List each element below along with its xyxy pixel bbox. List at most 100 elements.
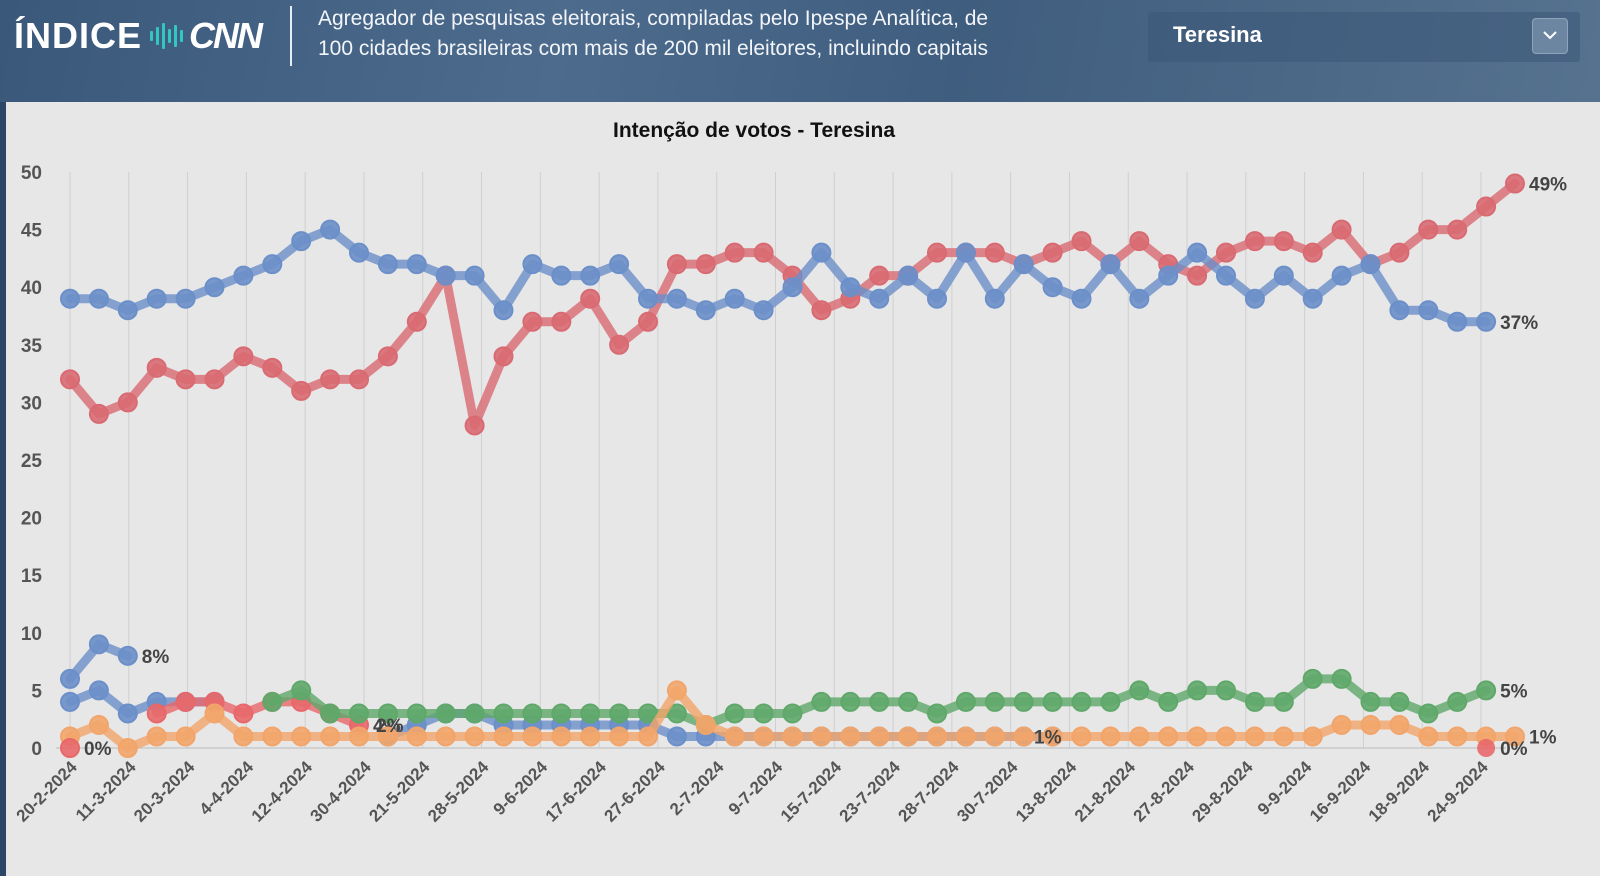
- data-point: [204, 277, 225, 298]
- data-point: [291, 231, 312, 252]
- x-tick-label: 28-7-2024: [894, 757, 963, 826]
- data-point: [60, 369, 80, 390]
- x-tick-label: 20-3-2024: [130, 757, 199, 826]
- data-point: [984, 726, 1005, 747]
- data-point: [1071, 288, 1092, 309]
- y-tick-label: 40: [21, 278, 42, 299]
- data-point: [782, 277, 803, 298]
- data-point: [1071, 726, 1092, 747]
- data-point: [1447, 219, 1468, 240]
- data-point: [1013, 691, 1034, 712]
- data-point: [927, 242, 947, 263]
- logo-cnn-text: CNN: [189, 15, 263, 56]
- data-point: [204, 369, 225, 390]
- data-point: [1042, 691, 1063, 712]
- data-point: [955, 242, 976, 263]
- data-point: [88, 680, 109, 701]
- data-point: [320, 703, 341, 724]
- data-point: [1042, 726, 1063, 747]
- chevron-down-icon[interactable]: [1532, 18, 1568, 54]
- data-point: [1216, 265, 1236, 286]
- x-tick-label: 30-4-2024: [307, 757, 376, 826]
- data-point: [955, 726, 976, 747]
- data-point: [117, 738, 138, 758]
- data-point: [522, 311, 543, 332]
- data-point: [1476, 311, 1497, 332]
- data-point: [262, 691, 283, 712]
- data-point: [811, 300, 832, 321]
- data-point: [60, 288, 80, 309]
- data-point: [695, 300, 716, 321]
- data-point: [638, 726, 658, 747]
- data-point: [1216, 242, 1236, 263]
- data-point: [1187, 680, 1208, 701]
- data-point: [927, 703, 947, 724]
- data-point: [175, 691, 196, 712]
- logo-indice-text: ÍNDICE: [14, 15, 143, 56]
- data-point: [782, 726, 803, 747]
- data-point: [522, 703, 543, 724]
- logo-bars-icon: [150, 21, 184, 51]
- data-point: [898, 265, 919, 286]
- data-point: [666, 726, 687, 747]
- data-point: [233, 703, 254, 724]
- data-point: [1331, 668, 1352, 689]
- data-point: [1389, 714, 1410, 735]
- data-point: [811, 691, 832, 712]
- data-point: [869, 265, 890, 286]
- data-point: [1360, 714, 1381, 735]
- x-tick-label: 2-7-2024: [666, 757, 728, 819]
- x-tick-label: 12-4-2024: [248, 757, 317, 826]
- data-point: [984, 691, 1005, 712]
- series-end-label: 37%: [1500, 313, 1538, 334]
- data-point: [1100, 726, 1121, 747]
- data-point: [435, 726, 456, 747]
- y-tick-label: 15: [21, 566, 43, 587]
- subtitle-line-1: Agregador de pesquisas eleitorais, compi…: [318, 7, 989, 30]
- data-point: [406, 726, 427, 747]
- data-point: [580, 703, 601, 724]
- city-select-value: Teresina: [1173, 22, 1262, 47]
- data-point: [840, 726, 861, 747]
- data-point: [1158, 265, 1179, 286]
- data-point: [1331, 219, 1352, 240]
- data-point: [493, 703, 514, 724]
- series-8: 0%: [60, 738, 112, 760]
- data-point: [464, 703, 485, 724]
- data-point: [117, 645, 138, 666]
- data-point: [1418, 219, 1439, 240]
- data-point: [435, 265, 456, 286]
- data-point: [1447, 691, 1468, 712]
- data-point: [869, 288, 890, 309]
- data-point: [1418, 300, 1439, 321]
- data-point: [638, 311, 658, 332]
- data-point: [291, 680, 312, 701]
- data-point: [377, 726, 398, 747]
- data-point: [1216, 726, 1236, 747]
- data-point: [262, 357, 283, 378]
- data-point: [753, 300, 774, 321]
- series-2: 8%: [60, 634, 169, 689]
- city-select[interactable]: Teresina: [1148, 12, 1580, 62]
- data-point: [1477, 739, 1496, 757]
- data-point: [320, 726, 341, 747]
- data-point: [1418, 726, 1439, 747]
- data-point: [117, 300, 138, 321]
- data-point: [580, 288, 601, 309]
- data-point: [88, 714, 109, 735]
- data-point: [406, 311, 427, 332]
- data-point: [117, 392, 138, 413]
- data-point: [753, 726, 774, 747]
- chart-panel: Intenção de votos - Teresina 0 5 10 15 20 25 30…: [6, 102, 1600, 876]
- data-point: [753, 703, 774, 724]
- data-point: [1302, 668, 1323, 689]
- data-point: [1302, 726, 1323, 747]
- indice-cnn-logo[interactable]: ÍNDICE CNN: [14, 15, 263, 56]
- data-point: [1100, 254, 1121, 275]
- data-point: [695, 254, 716, 275]
- data-point: [88, 634, 109, 655]
- data-point: [1360, 691, 1381, 712]
- data-point: [1331, 714, 1352, 735]
- y-tick-label: 45: [21, 221, 43, 242]
- data-point: [551, 703, 572, 724]
